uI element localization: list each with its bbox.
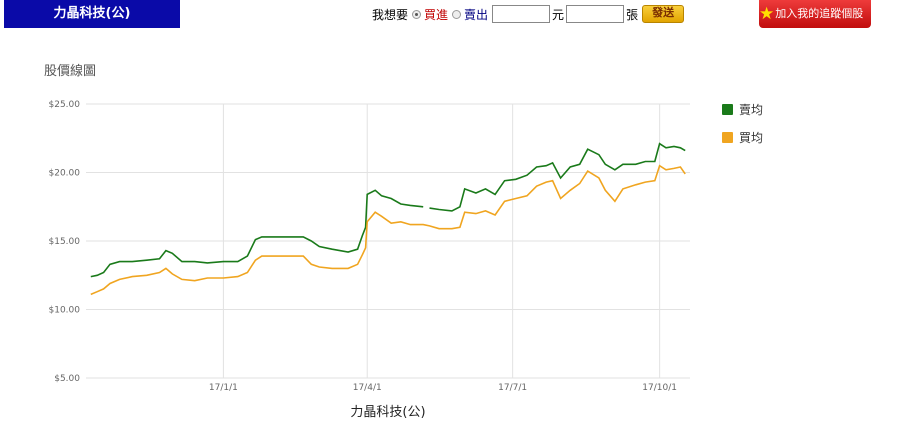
x-tick-label: 17/4/1: [353, 383, 382, 393]
x-tick-label: 17/10/1: [642, 383, 677, 393]
add-to-watchlist-label: 加入我的追蹤個股: [775, 7, 864, 20]
star-icon: ★: [759, 4, 775, 24]
y-tick-label: $10.00: [49, 306, 81, 316]
buy-radio-label: 買進: [424, 7, 449, 22]
series-line: [90, 164, 686, 296]
radio-selected-icon: [412, 9, 422, 19]
x-axis-label: 力晶科技(公): [350, 405, 425, 420]
x-tick-label: 17/7/1: [498, 383, 527, 393]
price-unit: 元: [552, 7, 565, 22]
legend-label: 賣均: [739, 102, 763, 117]
series-line: [90, 189, 424, 278]
add-to-watchlist-button[interactable]: ★ 加入我的追蹤個股: [759, 0, 871, 28]
send-button[interactable]: 發送: [642, 5, 685, 23]
y-tick-label: $15.00: [49, 237, 81, 247]
y-tick-label: $25.00: [49, 100, 81, 110]
y-tick-label: $20.00: [49, 169, 81, 179]
legend-swatch: [722, 104, 733, 115]
series-line: [429, 142, 686, 212]
legend-swatch: [722, 132, 733, 143]
stock-title: 力晶科技(公): [4, 0, 180, 28]
x-tick-label: 17/1/1: [209, 383, 238, 393]
quantity-unit: 張: [626, 7, 639, 22]
legend-label: 買均: [739, 131, 763, 145]
chart-title: 股價線圖: [44, 64, 97, 79]
radio-unselected-icon: [452, 9, 462, 19]
order-form: 我想要 買進 賣出 元 張 發送: [372, 4, 685, 24]
y-tick-label: $5.00: [54, 374, 80, 384]
order-label: 我想要: [372, 7, 409, 22]
quantity-input[interactable]: [566, 5, 625, 23]
sell-radio-label: 賣出: [464, 7, 489, 22]
buy-radio[interactable]: 買進: [412, 6, 448, 23]
sell-radio[interactable]: 賣出: [452, 6, 488, 23]
price-input[interactable]: [492, 5, 551, 23]
